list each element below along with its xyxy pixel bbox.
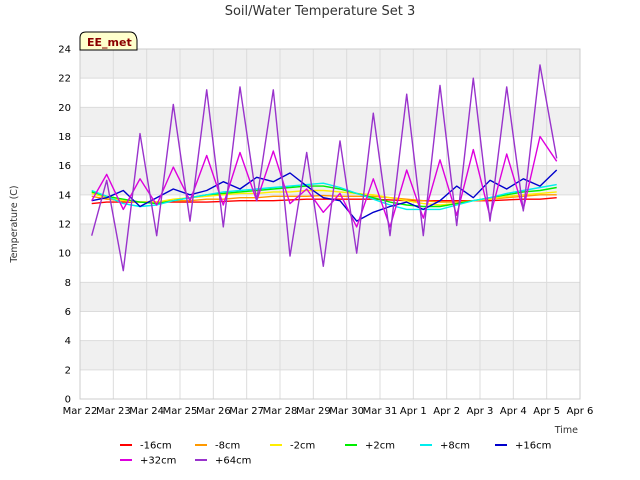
series-line-plus32cm (91, 135, 558, 228)
legend-label: -16cm (140, 441, 172, 452)
background-band (80, 224, 580, 254)
y-tick-label: 8 (65, 278, 71, 289)
legend-label: -2cm (290, 441, 315, 452)
x-tick-label: Mar 28 (263, 406, 298, 417)
x-tick-label: Apr 1 (400, 406, 427, 417)
x-tick-label: Mar 29 (296, 406, 331, 417)
plot-background-bands (80, 49, 580, 399)
x-tick-label: Mar 25 (163, 406, 198, 417)
series-line-plus16cm (91, 169, 558, 222)
y-tick-label: 22 (58, 74, 71, 85)
x-tick-label: Mar 23 (96, 406, 131, 417)
background-band (80, 369, 580, 399)
y-tick-label: 6 (65, 307, 71, 318)
x-tick-label: Apr 2 (433, 406, 460, 417)
x-tick-label: Mar 22 (63, 406, 98, 417)
x-tick-label: Apr 4 (500, 406, 527, 417)
legend-label: -8cm (215, 441, 240, 452)
y-tick-label: 12 (58, 220, 71, 231)
y-tick-label: 0 (65, 395, 71, 406)
x-tick-label: Mar 31 (363, 406, 398, 417)
y-tick-label: 24 (58, 45, 71, 56)
y-tick-label: 18 (58, 132, 71, 143)
x-tick-label: Mar 30 (329, 406, 364, 417)
legend-label: +16cm (515, 441, 551, 452)
annotation-tag: EE_met (79, 31, 138, 51)
legend-label: +64cm (215, 456, 251, 467)
y-tick-label: 2 (65, 365, 71, 376)
chart-title: Soil/Water Temperature Set 3 (225, 4, 416, 19)
y-axis-title: Temperature (C) (9, 185, 20, 263)
annotation-tag-label: EE_met (87, 36, 132, 49)
legend-label: +2cm (365, 441, 395, 452)
x-tick-label: Apr 5 (533, 406, 560, 417)
background-band (80, 136, 580, 166)
background-band (80, 78, 580, 108)
x-tick-label: Mar 27 (229, 406, 264, 417)
x-tick-label: Apr 3 (467, 406, 494, 417)
background-band (80, 340, 580, 370)
y-tick-label: 14 (58, 190, 71, 201)
y-tick-label: 20 (58, 103, 71, 114)
y-tick-label: 10 (58, 249, 71, 260)
background-band (80, 253, 580, 283)
axes (79, 48, 581, 400)
annotation-tag-box (79, 31, 138, 51)
x-tick-label: Apr 6 (567, 406, 594, 417)
background-band (80, 311, 580, 341)
series-line-plus64cm (91, 64, 558, 272)
background-band (80, 107, 580, 137)
plot-frame (79, 48, 581, 400)
legend: -16cm -8cm -2cm +2cm +8cm +16cm +32cm +64cm (120, 441, 551, 467)
x-tick-label: Mar 26 (196, 406, 231, 417)
series-lines (91, 64, 558, 272)
x-axis-title: Time (554, 425, 578, 436)
background-band (80, 49, 580, 79)
y-tick-label: 4 (65, 336, 71, 347)
y-tick-label: 16 (58, 161, 71, 172)
series-line-plus8cm (91, 182, 557, 211)
legend-label: +32cm (140, 456, 176, 467)
x-tick-label: Mar 24 (129, 406, 164, 417)
legend-label: +8cm (440, 441, 470, 452)
background-band (80, 282, 580, 312)
